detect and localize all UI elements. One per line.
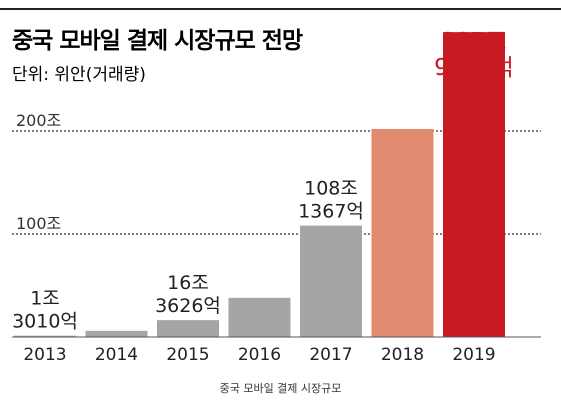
x-tick-label: 2019	[452, 345, 495, 365]
data-label-2015: 16조	[167, 272, 209, 294]
x-tick-label: 2013	[23, 345, 66, 365]
bar-chart: 중국 모바일 결제 시장규모 전망 단위: 위안(거래량) 100조 200조 20…	[12, 28, 541, 365]
x-tick-label: 2015	[166, 345, 209, 365]
data-label-2015: 3626억	[155, 295, 221, 317]
data-label-2019: 9905억	[434, 55, 514, 81]
chart-title: 중국 모바일 결제 시장규모 전망	[12, 28, 303, 54]
x-tick-label: 2014	[95, 345, 138, 365]
x-tick-label: 2018	[381, 345, 424, 365]
bar-2016	[228, 297, 291, 337]
x-tick-label: 2016	[238, 345, 281, 365]
chart-frame: 중국 모바일 결제 시장규모 전망 단위: 위안(거래량) 100조 200조 20…	[0, 8, 561, 365]
bar-2014	[85, 330, 148, 337]
chart-caption: 중국 모바일 결제 시장규모	[219, 382, 342, 395]
unit-label: 단위: 위안(거래량)	[12, 65, 146, 85]
data-label-2013: 1조	[30, 288, 60, 310]
bar-2018	[371, 128, 434, 337]
x-tick-label: 2017	[309, 345, 352, 365]
data-label-2019: 295조	[441, 29, 506, 55]
data-label-2017: 108조	[304, 178, 358, 200]
top-rule	[0, 8, 561, 10]
y-tick-label: 200조	[16, 111, 61, 130]
bar-2017	[300, 225, 362, 337]
data-label-2013: 3010억	[12, 311, 78, 333]
bar-2015	[157, 320, 219, 337]
bar-2019	[443, 32, 505, 337]
data-label-2017: 1367억	[298, 201, 364, 223]
bar-2013	[14, 335, 76, 337]
y-tick-label: 100조	[16, 214, 61, 233]
